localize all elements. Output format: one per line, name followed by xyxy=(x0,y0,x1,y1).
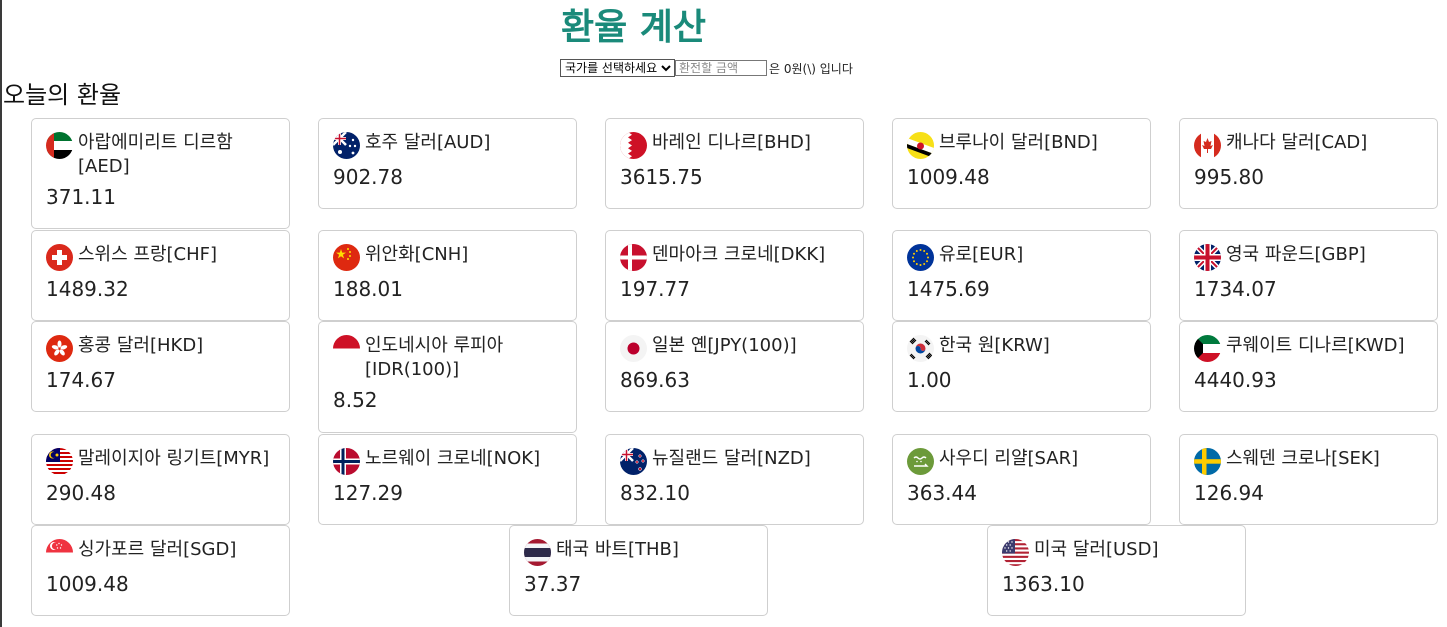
currency-rate: 1363.10 xyxy=(1002,572,1085,596)
currency-name: 미국 달러[USD] xyxy=(1034,539,1159,560)
amount-input[interactable] xyxy=(675,60,767,76)
canada-flag-icon xyxy=(1194,132,1221,159)
kuwait-flag-icon xyxy=(1194,335,1221,362)
currency-rate: 1475.69 xyxy=(907,277,990,301)
saudi-flag-icon xyxy=(907,448,934,475)
currency-rate: 4440.93 xyxy=(1194,368,1277,392)
rate-card-aud: 호주 달러[AUD] 902.78 xyxy=(318,118,577,209)
currency-name: 스웨덴 크로나[SEK] xyxy=(1226,448,1380,469)
currency-name: 태국 바트[THB] xyxy=(556,539,679,560)
thailand-flag-icon xyxy=(524,539,551,566)
rate-card-bnd: 브루나이 달러[BND] 1009.48 xyxy=(892,118,1151,209)
currency-rate: 126.94 xyxy=(1194,481,1264,505)
china-flag-icon xyxy=(333,244,360,271)
currency-rate: 3615.75 xyxy=(620,165,703,189)
rate-card-sgd: 싱가포르 달러[SGD] 1009.48 xyxy=(31,525,290,616)
rate-card-sar: 사우디 리얄[SAR] 363.44 xyxy=(892,434,1151,525)
australia-flag-icon xyxy=(333,132,360,159)
rate-card-kwd: 쿠웨이트 디나르[KWD] 4440.93 xyxy=(1179,321,1438,412)
currency-rate: 902.78 xyxy=(333,165,403,189)
brunei-flag-icon xyxy=(907,132,934,159)
eu-flag-icon xyxy=(907,244,934,271)
conversion-result: 은 0원(\) 입니다 xyxy=(769,61,853,76)
currency-name: 영국 파운드[GBP] xyxy=(1226,244,1366,265)
currency-rate: 1009.48 xyxy=(46,572,129,596)
currency-name: 바레인 디나르[BHD] xyxy=(652,132,811,153)
rate-card-usd: 미국 달러[USD] 1363.10 xyxy=(987,525,1246,616)
currency-name: 스위스 프랑[CHF] xyxy=(78,244,218,265)
rate-card-aed: 아랍에미리트 디르함[AED] 371.11 xyxy=(31,118,290,229)
rate-card-jpy: 일본 옌[JPY(100)] 869.63 xyxy=(605,321,864,412)
currency-rate: 188.01 xyxy=(333,277,403,301)
rate-card-gbp: 영국 파운드[GBP] 1734.07 xyxy=(1179,230,1438,321)
rate-card-hkd: 홍콩 달러[HKD] 174.67 xyxy=(31,321,290,412)
indonesia-flag-icon xyxy=(333,335,360,362)
currency-rate: 363.44 xyxy=(907,481,977,505)
currency-name: 호주 달러[AUD] xyxy=(365,132,491,153)
denmark-flag-icon xyxy=(620,244,647,271)
currency-name: 아랍에미리트 디르함[AED] xyxy=(78,132,233,177)
currency-name: 뉴질랜드 달러[NZD] xyxy=(652,448,811,469)
usa-flag-icon xyxy=(1002,539,1029,566)
currency-name: 쿠웨이트 디나르[KWD] xyxy=(1226,335,1405,356)
currency-rate: 8.52 xyxy=(333,388,378,412)
rate-card-thb: 태국 바트[THB] 37.37 xyxy=(509,525,768,616)
currency-name: 싱가포르 달러[SGD] xyxy=(78,539,237,560)
currency-name: 덴마아크 크로네[DKK] xyxy=(652,244,826,265)
singapore-flag-icon xyxy=(46,539,73,566)
rate-card-nzd: 뉴질랜드 달러[NZD] 832.10 xyxy=(605,434,864,525)
currency-rate: 174.67 xyxy=(46,368,116,392)
rate-card-chf: 스위스 프랑[CHF] 1489.32 xyxy=(31,230,290,321)
currency-name: 유로[EUR] xyxy=(939,244,1024,265)
currency-name: 사우디 리얄[SAR] xyxy=(939,448,1079,469)
bahrain-flag-icon xyxy=(620,132,647,159)
currency-name: 말레이지아 링기트[MYR] xyxy=(78,448,270,469)
currency-name: 브루나이 달러[BND] xyxy=(939,132,1098,153)
currency-rate: 995.80 xyxy=(1194,165,1264,189)
rate-card-cnh: 위안화[CNH] 188.01 xyxy=(318,230,577,321)
rate-card-krw: 한국 원[KRW] 1.00 xyxy=(892,321,1151,412)
rate-card-bhd: 바레인 디나르[BHD] 3615.75 xyxy=(605,118,864,209)
currency-rate: 127.29 xyxy=(333,481,403,505)
hongkong-flag-icon xyxy=(46,335,73,362)
rate-card-dkk: 덴마아크 크로네[DKK] 197.77 xyxy=(605,230,864,321)
currency-name: 한국 원[KRW] xyxy=(939,335,1050,356)
switzerland-flag-icon xyxy=(46,244,73,271)
currency-rate: 371.11 xyxy=(46,185,116,209)
currency-rate: 197.77 xyxy=(620,277,690,301)
rate-card-sek: 스웨덴 크로나[SEK] 126.94 xyxy=(1179,434,1438,525)
rate-card-idr: 인도네시아 루피아[IDR(100)] 8.52 xyxy=(318,321,577,433)
korea-flag-icon xyxy=(907,335,934,362)
norway-flag-icon xyxy=(333,448,360,475)
page-title: 환율 계산 xyxy=(560,7,706,48)
currency-name: 인도네시아 루피아[IDR(100)] xyxy=(365,335,504,380)
currency-rate: 1.00 xyxy=(907,368,952,392)
currency-name: 위안화[CNH] xyxy=(365,244,469,265)
rate-card-nok: 노르웨이 크로네[NOK] 127.29 xyxy=(318,434,577,525)
converter-bar: 국가를 선택하세요 은 0원(\) 입니다 xyxy=(560,59,853,77)
malaysia-flag-icon xyxy=(46,448,73,475)
currency-rate: 1009.48 xyxy=(907,165,990,189)
currency-name: 홍콩 달러[HKD] xyxy=(78,335,204,356)
rate-card-cad: 캐나다 달러[CAD] 995.80 xyxy=(1179,118,1438,209)
currency-name: 캐나다 달러[CAD] xyxy=(1226,132,1368,153)
uae-flag-icon xyxy=(46,132,73,159)
currency-rate: 290.48 xyxy=(46,481,116,505)
currency-rate: 37.37 xyxy=(524,572,582,596)
newzealand-flag-icon xyxy=(620,448,647,475)
currency-rate: 869.63 xyxy=(620,368,690,392)
currency-rate: 1489.32 xyxy=(46,277,129,301)
currency-rate: 1734.07 xyxy=(1194,277,1277,301)
rate-card-myr: 말레이지아 링기트[MYR] 290.48 xyxy=(31,434,290,525)
currency-name: 일본 옌[JPY(100)] xyxy=(652,335,797,356)
uk-flag-icon xyxy=(1194,244,1221,271)
country-select[interactable]: 국가를 선택하세요 xyxy=(560,59,675,77)
japan-flag-icon xyxy=(620,335,647,362)
sweden-flag-icon xyxy=(1194,448,1221,475)
section-title: 오늘의 환율 xyxy=(3,81,122,109)
window-edge xyxy=(0,0,2,627)
currency-name: 노르웨이 크로네[NOK] xyxy=(365,448,541,469)
currency-rate: 832.10 xyxy=(620,481,690,505)
rate-card-eur: 유로[EUR] 1475.69 xyxy=(892,230,1151,321)
